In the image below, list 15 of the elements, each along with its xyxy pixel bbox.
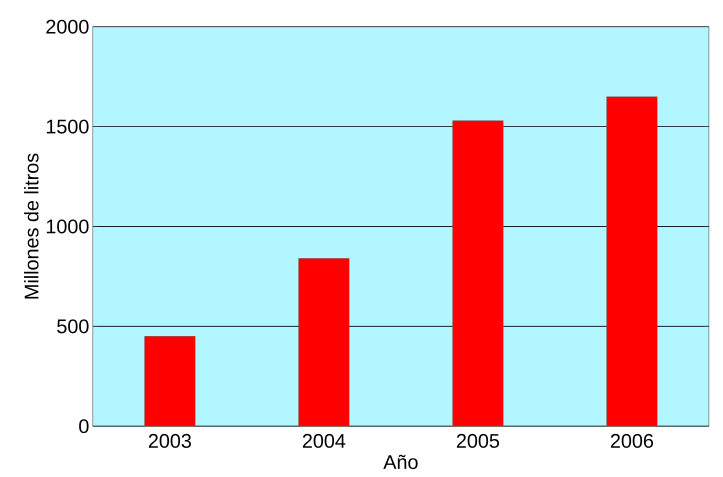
y-tick-label: 0 [79, 419, 89, 434]
x-tick-label: 2004 [302, 434, 346, 448]
y-tick-label: 1500 [46, 120, 89, 134]
y-tick-label: 500 [57, 319, 89, 334]
x-tick-label: 2003 [148, 434, 191, 448]
x-tick-label: 2005 [456, 434, 500, 448]
y-tick-label: 2000 [46, 20, 89, 34]
y-tick-label: 1000 [46, 220, 89, 234]
bar [452, 120, 504, 426]
x-axis-title: Año [383, 454, 418, 470]
bar [298, 258, 350, 426]
x-tick-label: 2006 [610, 434, 654, 448]
bar [144, 336, 196, 426]
y-axis-title: Millones de litros [24, 154, 39, 299]
bar [606, 96, 658, 426]
